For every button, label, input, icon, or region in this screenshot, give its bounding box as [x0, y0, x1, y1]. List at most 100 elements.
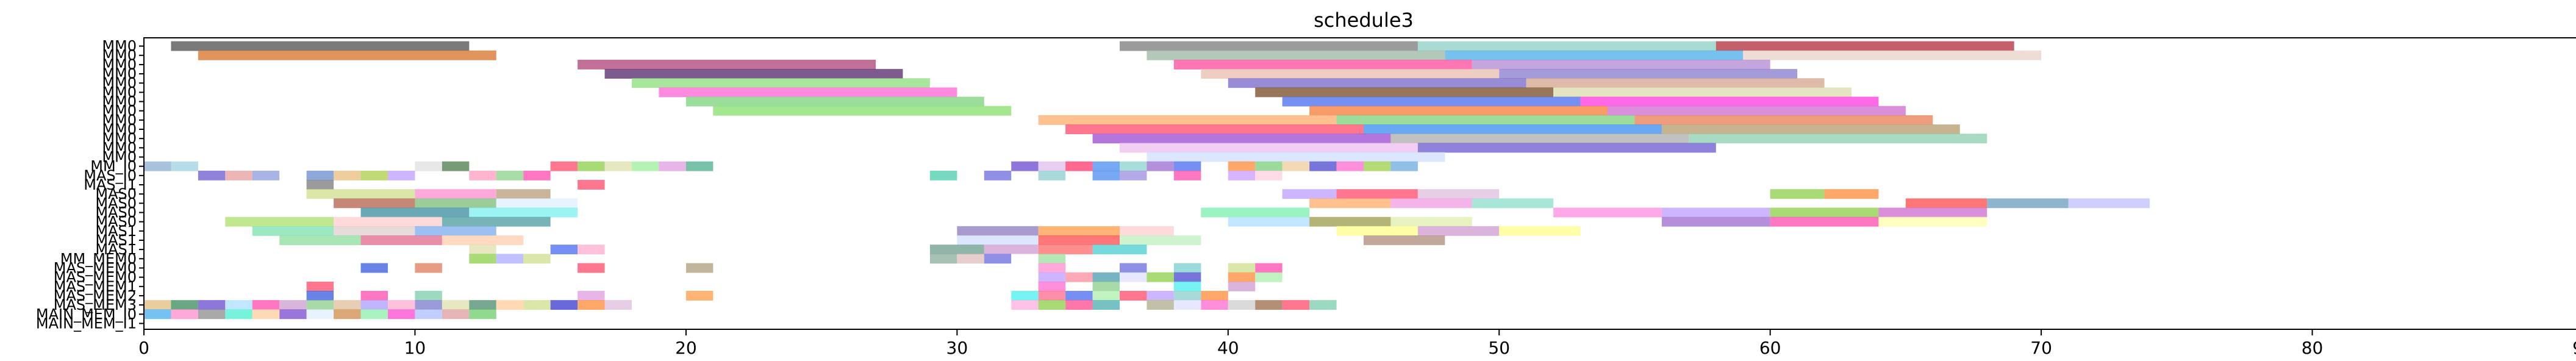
- task-bar: [1661, 124, 1960, 134]
- task-bar: [360, 309, 388, 320]
- x-tick-label: 90: [2572, 338, 2576, 358]
- task-bar: [1038, 281, 1066, 291]
- task-bar: [929, 254, 957, 264]
- plot-frame: [143, 37, 2576, 330]
- task-bar: [1092, 245, 1147, 255]
- task-bar: [1065, 290, 1093, 301]
- task-bar: [1120, 170, 1147, 180]
- task-bar: [1173, 161, 1201, 171]
- y-axis: MM0MM0MM0MM0MM0MM0MM0MM0MM0MM0MM0MM0MM0M…: [36, 38, 144, 332]
- task-bar: [306, 170, 334, 180]
- task-bar: [1553, 207, 1662, 218]
- task-bar: [1120, 290, 1147, 301]
- y-tick-label: MM0: [102, 130, 137, 147]
- y-tick-label: MM0: [102, 93, 137, 110]
- task-bar: [1580, 96, 1879, 107]
- task-bar: [306, 281, 334, 291]
- task-bar: [198, 309, 226, 320]
- task-bar: [496, 170, 524, 180]
- task-bar: [334, 170, 361, 180]
- task-bar: [523, 254, 551, 264]
- task-bar: [578, 300, 605, 310]
- task-bar: [984, 245, 1039, 255]
- task-bar: [171, 300, 198, 310]
- task-bar: [1824, 189, 1879, 199]
- task-bar: [496, 254, 524, 264]
- task-bar: [659, 87, 957, 98]
- task-bar: [496, 300, 524, 310]
- task-bar: [685, 161, 714, 171]
- task-bar: [198, 300, 226, 310]
- task-bar: [388, 309, 415, 320]
- task-bar: [578, 161, 605, 171]
- task-bar: [1417, 143, 1716, 153]
- task-bar: [604, 300, 632, 310]
- task-bar: [1147, 300, 1174, 310]
- task-bar: [1173, 290, 1201, 301]
- y-tick-label: MM0: [102, 84, 137, 101]
- task-bar: [1120, 143, 1418, 153]
- task-bar: [1472, 198, 1554, 209]
- task-bar: [1092, 134, 1391, 144]
- task-bar: [1282, 96, 1581, 107]
- task-bar: [1038, 290, 1066, 301]
- task-bar: [415, 189, 496, 199]
- task-bar: [523, 300, 551, 310]
- task-bar: [252, 309, 280, 320]
- task-bar: [1282, 189, 1337, 199]
- task-bar: [1228, 170, 1256, 180]
- task-bar: [360, 207, 470, 218]
- task-bar: [279, 235, 361, 245]
- task-bar: [1120, 161, 1147, 171]
- task-bar: [1336, 226, 1418, 236]
- task-bar: [1038, 115, 1337, 125]
- task-bars: [144, 41, 2150, 320]
- task-bar: [1905, 198, 1987, 209]
- task-bar: [334, 216, 442, 227]
- task-bar: [1147, 290, 1174, 301]
- task-bar: [360, 290, 388, 301]
- task-bar: [1201, 300, 1228, 310]
- task-bar: [415, 290, 442, 301]
- task-bar: [523, 170, 551, 180]
- task-bar: [225, 216, 334, 227]
- y-tick-label: MAIN_MEM_I1: [36, 315, 137, 332]
- task-bar: [1634, 115, 1933, 125]
- y-tick-label: MM0: [102, 74, 137, 91]
- task-bar: [279, 309, 307, 320]
- y-tick-label: MAS_MEM0: [54, 259, 137, 276]
- task-bar: [1038, 235, 1120, 245]
- task-bar: [1147, 152, 1445, 162]
- task-bar: [1282, 161, 1310, 171]
- task-bar: [469, 170, 496, 180]
- task-bar: [225, 309, 252, 320]
- task-bar: [360, 235, 442, 245]
- task-bar: [1147, 272, 1174, 282]
- task-bar: [1309, 300, 1337, 310]
- task-bar: [632, 161, 659, 171]
- task-bar: [306, 180, 334, 190]
- task-bar: [1417, 189, 1500, 199]
- task-bar: [306, 189, 415, 199]
- task-bar: [1011, 300, 1039, 310]
- task-bar: [1201, 290, 1228, 301]
- task-bar: [1309, 105, 1608, 116]
- task-bar: [1201, 207, 1310, 218]
- y-tick-label: MM0: [102, 121, 137, 138]
- task-bar: [578, 59, 876, 70]
- task-bar: [685, 290, 714, 301]
- task-bar: [415, 226, 496, 236]
- task-bar: [1661, 216, 1770, 227]
- task-bar: [1499, 69, 1798, 79]
- task-bar: [929, 170, 957, 180]
- task-bar: [171, 41, 470, 51]
- task-bar: [1038, 161, 1066, 171]
- task-bar: [1228, 78, 1526, 88]
- task-bar: [1228, 216, 1310, 227]
- task-bar: [1255, 272, 1283, 282]
- task-bar: [957, 235, 1039, 245]
- task-bar: [469, 309, 496, 320]
- task-bar: [1255, 300, 1283, 310]
- task-bar: [1065, 300, 1093, 310]
